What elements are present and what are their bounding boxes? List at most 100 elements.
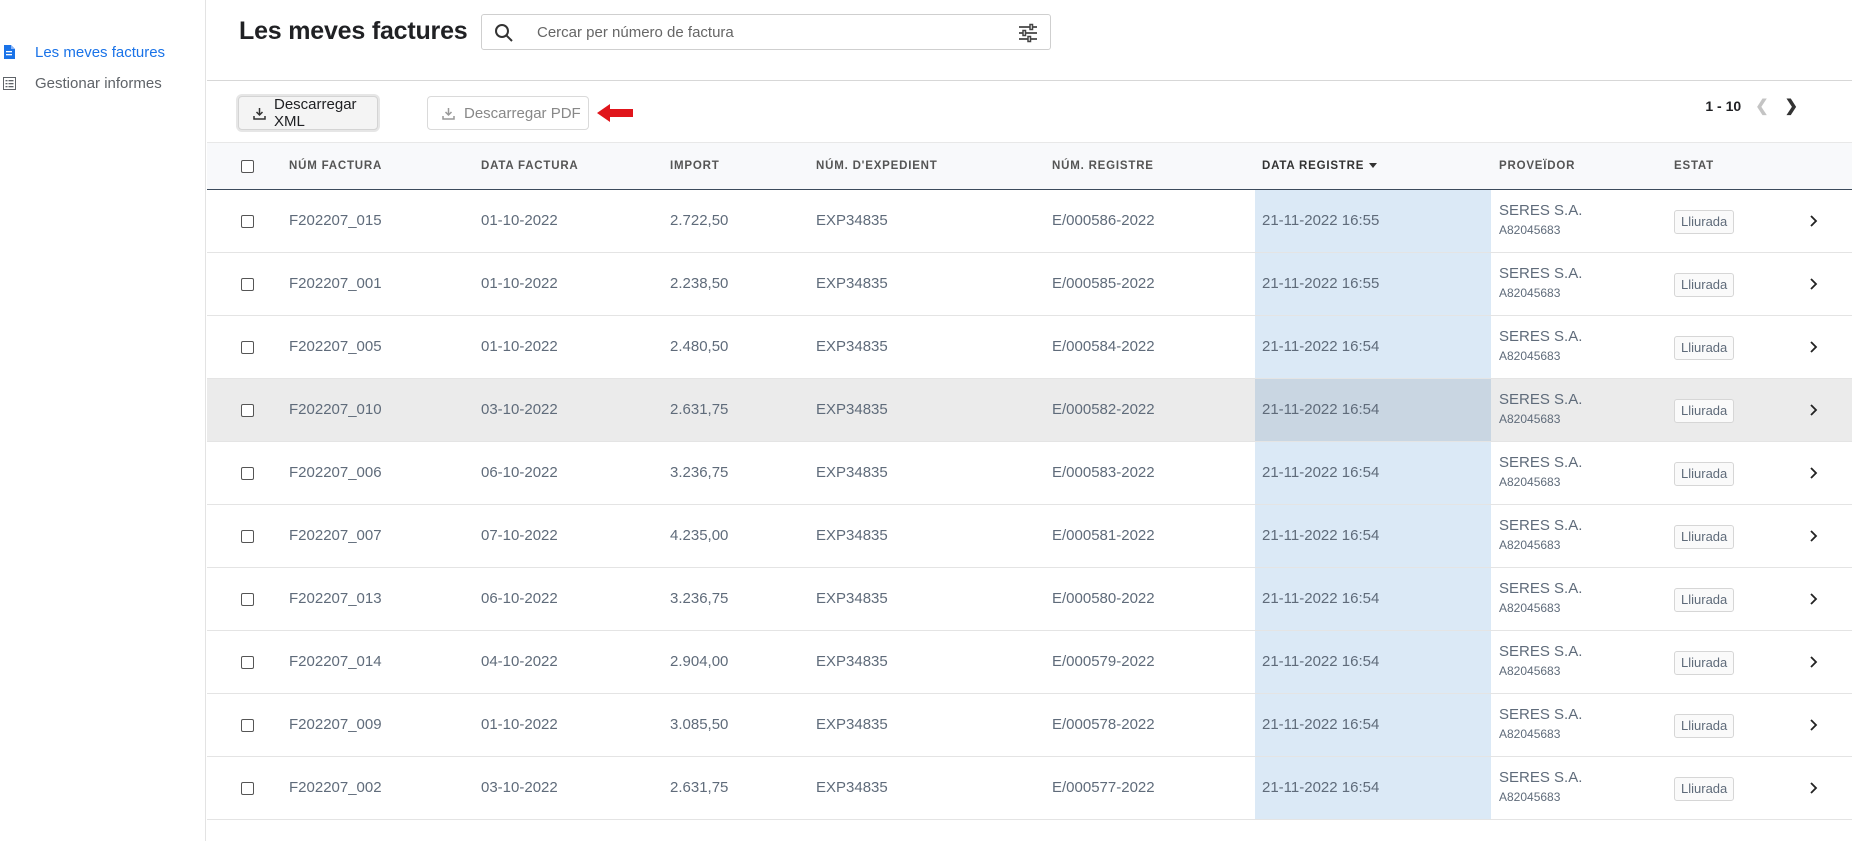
status-badge: Lliurada bbox=[1674, 651, 1735, 675]
invoice-amount: 2.631,75 bbox=[670, 401, 729, 418]
status-badge: Lliurada bbox=[1674, 777, 1735, 801]
chevron-right-icon[interactable] bbox=[1805, 465, 1821, 481]
expedient-number: EXP34835 bbox=[816, 716, 888, 733]
table-row[interactable]: F202207_002 03-10-2022 2.631,75 EXP34835… bbox=[207, 757, 1852, 820]
invoice-date: 01-10-2022 bbox=[481, 275, 558, 292]
invoice-date: 03-10-2022 bbox=[481, 401, 558, 418]
registry-date: 21-11-2022 16:54 bbox=[1262, 779, 1380, 796]
row-checkbox[interactable] bbox=[241, 341, 254, 354]
registry-date: 21-11-2022 16:54 bbox=[1262, 653, 1380, 670]
row-checkbox[interactable] bbox=[241, 782, 254, 795]
provider-name: SERES S.A. bbox=[1499, 454, 1583, 471]
chevron-right-icon[interactable] bbox=[1805, 276, 1821, 292]
table-row[interactable]: F202207_001 01-10-2022 2.238,50 EXP34835… bbox=[207, 253, 1852, 316]
expedient-number: EXP34835 bbox=[816, 401, 888, 418]
header-divider bbox=[207, 80, 1852, 81]
column-header-estat[interactable]: ESTAT bbox=[1674, 160, 1714, 172]
registry-number: E/000578-2022 bbox=[1052, 716, 1155, 733]
provider-name: SERES S.A. bbox=[1499, 391, 1583, 408]
column-header-data-registre[interactable]: DATA REGISTRE bbox=[1262, 160, 1378, 172]
expedient-number: EXP34835 bbox=[816, 527, 888, 544]
chevron-right-icon[interactable] bbox=[1805, 717, 1821, 733]
invoice-number: F202207_014 bbox=[289, 653, 382, 670]
main-content: Les meves factures Descarregar XML Desca… bbox=[207, 0, 1852, 841]
chevron-right-icon[interactable] bbox=[1805, 339, 1821, 355]
chevron-right-icon[interactable] bbox=[1805, 591, 1821, 607]
expedient-number: EXP34835 bbox=[816, 590, 888, 607]
registry-date: 21-11-2022 16:55 bbox=[1262, 275, 1380, 292]
chevron-right-icon[interactable] bbox=[1805, 528, 1821, 544]
status-badge: Lliurada bbox=[1674, 588, 1735, 612]
sorted-column-highlight bbox=[1255, 505, 1491, 567]
column-header-num-factura[interactable]: NÚM FACTURA bbox=[289, 160, 383, 172]
column-header-import[interactable]: IMPORT bbox=[670, 160, 720, 172]
column-header-proveidor[interactable]: PROVEÏDOR bbox=[1499, 160, 1576, 172]
provider-nif: A82045683 bbox=[1499, 727, 1561, 741]
pagination: 1 - 10 ❮ ❯ bbox=[1705, 96, 1798, 116]
download-xml-button[interactable]: Descarregar XML bbox=[238, 96, 378, 130]
table-row[interactable]: F202207_014 04-10-2022 2.904,00 EXP34835… bbox=[207, 631, 1852, 694]
table-row[interactable]: F202207_006 06-10-2022 3.236,75 EXP34835… bbox=[207, 442, 1852, 505]
search-box[interactable] bbox=[481, 14, 1051, 50]
search-icon[interactable] bbox=[494, 23, 514, 43]
row-checkbox[interactable] bbox=[241, 404, 254, 417]
chevron-right-icon[interactable]: ❯ bbox=[1784, 98, 1798, 115]
download-icon bbox=[442, 106, 456, 120]
download-pdf-label: Descarregar PDF bbox=[464, 104, 581, 122]
invoice-amount: 3.236,75 bbox=[670, 464, 729, 481]
table-row[interactable]: F202207_007 07-10-2022 4.235,00 EXP34835… bbox=[207, 505, 1852, 568]
invoices-table: NÚM FACTURA DATA FACTURA IMPORT NÚM. D'E… bbox=[207, 142, 1852, 820]
expedient-number: EXP34835 bbox=[816, 464, 888, 481]
provider-name: SERES S.A. bbox=[1499, 202, 1583, 219]
row-checkbox[interactable] bbox=[241, 656, 254, 669]
download-pdf-button[interactable]: Descarregar PDF bbox=[427, 96, 589, 130]
chevron-right-icon[interactable] bbox=[1805, 654, 1821, 670]
provider-name: SERES S.A. bbox=[1499, 328, 1583, 345]
sidebar-item-les-meves-factures[interactable]: Les meves factures bbox=[0, 42, 165, 62]
row-checkbox[interactable] bbox=[241, 278, 254, 291]
table-row[interactable]: F202207_015 01-10-2022 2.722,50 EXP34835… bbox=[207, 190, 1852, 253]
invoice-date: 01-10-2022 bbox=[481, 716, 558, 733]
invoice-date: 03-10-2022 bbox=[481, 779, 558, 796]
sidebar-item-gestionar-informes[interactable]: Gestionar informes bbox=[0, 73, 162, 93]
chevron-right-icon[interactable] bbox=[1805, 780, 1821, 796]
expedient-number: EXP34835 bbox=[816, 779, 888, 796]
search-input[interactable] bbox=[537, 21, 977, 43]
table-row[interactable]: F202207_005 01-10-2022 2.480,50 EXP34835… bbox=[207, 316, 1852, 379]
column-header-num-expedient[interactable]: NÚM. D'EXPEDIENT bbox=[816, 160, 938, 172]
provider-nif: A82045683 bbox=[1499, 538, 1561, 552]
row-checkbox[interactable] bbox=[241, 530, 254, 543]
table-body: F202207_015 01-10-2022 2.722,50 EXP34835… bbox=[207, 190, 1852, 820]
invoice-date: 06-10-2022 bbox=[481, 464, 558, 481]
row-checkbox[interactable] bbox=[241, 719, 254, 732]
invoice-date: 01-10-2022 bbox=[481, 212, 558, 229]
invoice-number: F202207_009 bbox=[289, 716, 382, 733]
invoice-amount: 2.631,75 bbox=[670, 779, 729, 796]
table-row[interactable]: F202207_010 03-10-2022 2.631,75 EXP34835… bbox=[207, 379, 1852, 442]
row-checkbox[interactable] bbox=[241, 593, 254, 606]
provider-name: SERES S.A. bbox=[1499, 706, 1583, 723]
provider-name: SERES S.A. bbox=[1499, 643, 1583, 660]
column-header-data-factura[interactable]: DATA FACTURA bbox=[481, 160, 579, 172]
column-header-label: DATA REGISTRE bbox=[1262, 160, 1365, 172]
provider-name: SERES S.A. bbox=[1499, 580, 1583, 597]
chevron-left-icon[interactable]: ❮ bbox=[1755, 98, 1769, 115]
registry-date: 21-11-2022 16:54 bbox=[1262, 590, 1380, 607]
document-icon bbox=[2, 45, 16, 59]
table-row[interactable]: F202207_013 06-10-2022 3.236,75 EXP34835… bbox=[207, 568, 1852, 631]
invoice-date: 07-10-2022 bbox=[481, 527, 558, 544]
registry-number: E/000580-2022 bbox=[1052, 590, 1155, 607]
invoice-number: F202207_002 bbox=[289, 779, 382, 796]
chevron-right-icon[interactable] bbox=[1805, 213, 1821, 229]
select-all-checkbox[interactable] bbox=[241, 160, 254, 173]
column-header-num-registre[interactable]: NÚM. REGISTRE bbox=[1052, 160, 1154, 172]
registry-number: E/000582-2022 bbox=[1052, 401, 1155, 418]
row-checkbox[interactable] bbox=[241, 467, 254, 480]
row-checkbox[interactable] bbox=[241, 215, 254, 228]
registry-date: 21-11-2022 16:55 bbox=[1262, 212, 1380, 229]
chevron-right-icon[interactable] bbox=[1805, 402, 1821, 418]
filter-settings-icon[interactable] bbox=[1018, 23, 1038, 43]
table-row[interactable]: F202207_009 01-10-2022 3.085,50 EXP34835… bbox=[207, 694, 1852, 757]
sorted-column-highlight bbox=[1255, 253, 1491, 315]
sorted-column-highlight bbox=[1255, 694, 1491, 756]
